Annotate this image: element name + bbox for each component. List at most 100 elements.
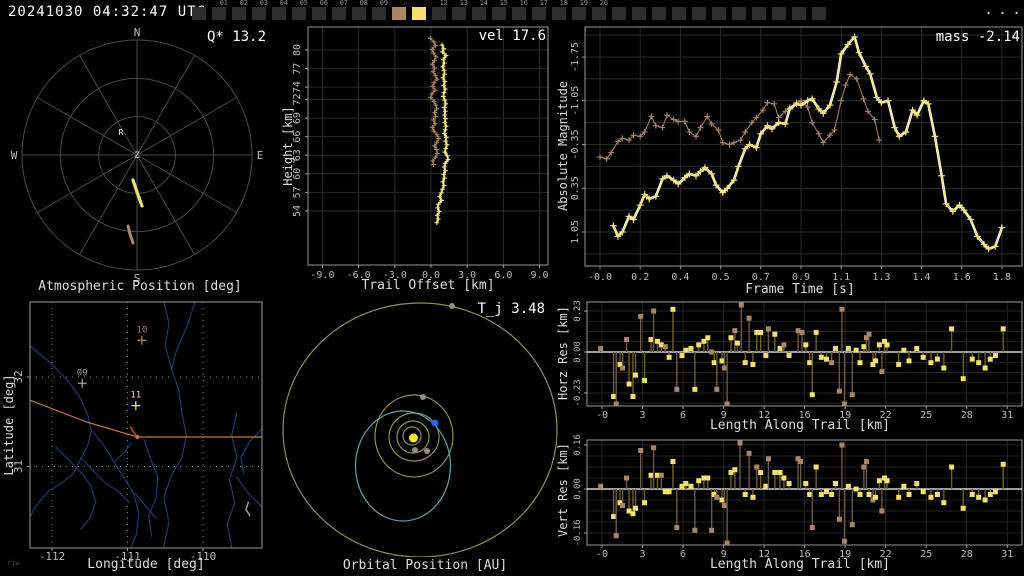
frame-box-19[interactable]: 19 xyxy=(572,0,588,24)
frame-thumbnail[interactable] xyxy=(392,7,406,20)
svg-text:1.6: 1.6 xyxy=(953,272,971,283)
svg-text:6: 6 xyxy=(680,410,686,421)
frame-thumbnail[interactable] xyxy=(552,7,566,20)
velocity-value: vel 17.6 xyxy=(478,28,546,44)
frame-thumbnail[interactable] xyxy=(512,7,526,20)
frame-thumbnail[interactable] xyxy=(692,7,706,20)
frame-box-07[interactable]: 07 xyxy=(332,0,348,24)
svg-text:25: 25 xyxy=(920,549,932,560)
mass-value: mass -2.14 xyxy=(935,29,1020,45)
frame-number-label: 07 xyxy=(339,0,348,7)
frame-box[interactable] xyxy=(732,0,746,24)
svg-text:1.8: 1.8 xyxy=(993,272,1011,283)
frame-thumbnail[interactable] xyxy=(812,7,826,20)
frame-thumbnail[interactable] xyxy=(192,7,206,20)
svg-text:-0: -0 xyxy=(596,410,608,421)
frame-thumbnail[interactable] xyxy=(592,7,606,20)
svg-text:63: 63 xyxy=(292,149,303,161)
svg-text:-9.0: -9.0 xyxy=(310,270,334,281)
frame-box-20[interactable]: 20 xyxy=(592,0,608,24)
frame-box-13[interactable]: 13 xyxy=(452,0,468,24)
svg-text:3: 3 xyxy=(640,410,646,421)
frame-box-08[interactable]: 08 xyxy=(352,0,368,24)
frame-thumbnail[interactable] xyxy=(252,7,266,20)
orbit-title: Orbital Position [AU] xyxy=(342,558,508,573)
frame-thumbnail[interactable] xyxy=(732,7,746,20)
frame-box-10[interactable]: 10 xyxy=(392,0,408,24)
frame-box[interactable] xyxy=(752,0,766,24)
frame-thumbnail[interactable] xyxy=(772,7,786,20)
frame-thumbnail[interactable] xyxy=(292,7,306,20)
frame-number-label: 02 xyxy=(239,0,248,7)
frame-box-16[interactable]: 16 xyxy=(512,0,528,24)
map-ylabel: Latitude [deg] xyxy=(2,374,16,476)
svg-text:22: 22 xyxy=(880,410,892,421)
frame-box-04[interactable]: 04 xyxy=(272,0,288,24)
frame-box-05[interactable]: 05 xyxy=(292,0,308,24)
frame-box-17[interactable]: 17 xyxy=(532,0,548,24)
frame-box[interactable] xyxy=(812,0,826,24)
frame-thumbnail[interactable] xyxy=(632,7,646,20)
frame-number-label: 10 xyxy=(399,0,408,7)
frame-box[interactable] xyxy=(632,0,646,24)
frame-box-09[interactable]: 09 xyxy=(372,0,388,24)
frame-box[interactable] xyxy=(652,0,666,24)
svg-text:1.3: 1.3 xyxy=(872,272,890,283)
frame-number-label: 14 xyxy=(479,0,488,7)
frame-box[interactable] xyxy=(712,0,726,24)
vert-res-ylabel: Vert Res [km] xyxy=(556,443,570,537)
svg-text:N: N xyxy=(134,26,141,39)
frame-thumbnail[interactable] xyxy=(472,7,486,20)
frame-box[interactable] xyxy=(192,0,206,24)
frame-box[interactable] xyxy=(672,0,686,24)
svg-text:-112: -112 xyxy=(39,550,66,563)
svg-text:28: 28 xyxy=(961,549,973,560)
svg-text:0.4: 0.4 xyxy=(671,272,689,283)
frame-thumbnail[interactable] xyxy=(232,7,246,20)
frame-thumbnail[interactable] xyxy=(672,7,686,20)
svg-text:0.16: 0.16 xyxy=(573,434,583,456)
frame-thumbnail[interactable] xyxy=(332,7,346,20)
frame-thumbnail[interactable] xyxy=(312,7,326,20)
frame-thumbnail[interactable] xyxy=(712,7,726,20)
frame-thumbnail[interactable] xyxy=(652,7,666,20)
frame-box[interactable] xyxy=(612,0,626,24)
svg-text:1.05: 1.05 xyxy=(570,220,581,244)
frame-thumbnail[interactable] xyxy=(492,7,506,20)
frame-box-03[interactable]: 03 xyxy=(252,0,268,24)
svg-text:1.1: 1.1 xyxy=(832,272,850,283)
frame-thumbnail[interactable] xyxy=(372,7,386,20)
frame-box-11[interactable]: 11 xyxy=(412,0,428,24)
frame-box-15[interactable]: 15 xyxy=(492,0,508,24)
frame-thumbnail[interactable] xyxy=(572,7,586,20)
frame-number-label: 05 xyxy=(299,0,308,7)
frame-box-06[interactable]: 06 xyxy=(312,0,328,24)
ground-track-map: 09 10 11 -112 -111 -110 32 31 xyxy=(12,301,263,563)
frame-thumbnail[interactable] xyxy=(352,7,366,20)
frame-box[interactable] xyxy=(792,0,806,24)
frame-thumbnail[interactable] xyxy=(452,7,466,20)
frame-box-18[interactable]: 18 xyxy=(552,0,568,24)
frame-thumbnail[interactable] xyxy=(532,7,546,20)
frame-thumbnail[interactable] xyxy=(612,7,626,20)
frame-thumbnail[interactable] xyxy=(212,7,226,20)
frame-box-14[interactable]: 14 xyxy=(472,0,488,24)
frame-box-02[interactable]: 02 xyxy=(232,0,248,24)
frame-thumbnail[interactable] xyxy=(752,7,766,20)
frame-thumbnail[interactable] xyxy=(412,7,426,20)
svg-text:19: 19 xyxy=(839,410,851,421)
frame-box-01[interactable]: 01 xyxy=(212,0,228,24)
overflow-menu-button[interactable]: ... xyxy=(984,0,1024,18)
svg-text:11: 11 xyxy=(130,391,141,401)
frame-thumbnail[interactable] xyxy=(792,7,806,20)
frame-thumbnail[interactable] xyxy=(432,7,446,20)
svg-text:12: 12 xyxy=(758,549,770,560)
frame-box[interactable] xyxy=(772,0,786,24)
frame-thumbnail[interactable] xyxy=(272,7,286,20)
svg-text:16: 16 xyxy=(799,549,811,560)
frame-box[interactable] xyxy=(692,0,706,24)
frame-box-12[interactable]: 12 xyxy=(432,0,448,24)
svg-text:9.0: 9.0 xyxy=(531,270,549,281)
